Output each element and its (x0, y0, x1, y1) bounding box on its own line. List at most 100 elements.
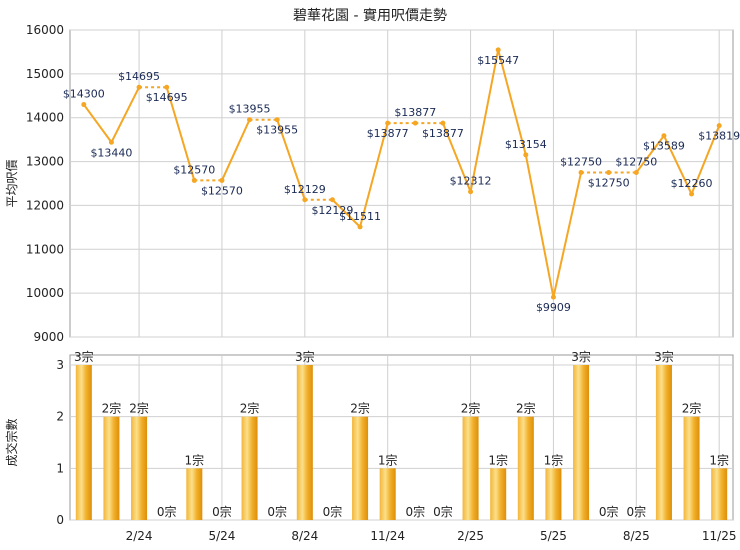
bar-label: 0宗 (267, 504, 287, 519)
y-tick-label: 1 (56, 461, 64, 475)
x-tick-label: 5/24 (208, 529, 235, 543)
data-point (219, 177, 225, 183)
bar-label: 3宗 (571, 349, 591, 364)
data-point (716, 123, 722, 129)
y-tick-label: 0 (56, 513, 64, 527)
line-segment (165, 86, 196, 181)
bar (352, 416, 369, 520)
line-segment (635, 135, 665, 174)
bar (573, 365, 590, 520)
line-segment (331, 199, 361, 228)
data-point (329, 197, 335, 203)
bar-label: 0宗 (157, 504, 177, 519)
bar-label: 2宗 (350, 401, 370, 416)
data-label: $9909 (536, 301, 571, 314)
data-label: $14695 (118, 70, 160, 83)
bar-label: 0宗 (626, 504, 646, 519)
data-label: $11511 (339, 210, 381, 223)
bar (490, 468, 507, 520)
bar-label: 3宗 (654, 349, 674, 364)
chart-title: 碧華花園 - 實用呎價走勢 (293, 7, 447, 24)
bar-label: 2宗 (516, 401, 536, 416)
data-label: $13955 (256, 124, 298, 137)
data-point (274, 117, 280, 123)
data-label: $12312 (450, 175, 492, 188)
data-point (468, 189, 474, 195)
bar-label: 2宗 (240, 401, 260, 416)
data-label: $12750 (560, 156, 602, 169)
x-tick-label: 8/25 (623, 529, 650, 543)
data-label: $13589 (643, 140, 685, 153)
data-point (108, 139, 114, 145)
bar (462, 416, 479, 520)
data-label: $13877 (394, 106, 436, 119)
y-tick-label: 2 (56, 410, 64, 424)
x-tick-label: 5/25 (540, 529, 567, 543)
bar-label: 2宗 (129, 401, 149, 416)
x-tick-label: 2/25 (457, 529, 484, 543)
x-tick-label: 11/24 (370, 529, 405, 543)
plot-area-top (69, 29, 734, 338)
x-tick-label: 8/24 (291, 529, 318, 543)
volume-bar-chart: 0 1 2 3 2/24 5/24 8/24 11/24 2/25 5/25 8/25 11/25 成交… (4, 349, 736, 543)
plot-area-bottom (69, 354, 734, 521)
bar (711, 468, 728, 520)
bar-label: 3宗 (295, 349, 315, 364)
data-label: $13154 (505, 138, 547, 151)
x-tick-label: 2/24 (126, 529, 153, 543)
bar-label: 2宗 (102, 401, 122, 416)
bar (186, 468, 203, 520)
data-label: $12570 (173, 163, 215, 176)
data-point (412, 120, 418, 126)
bar (683, 416, 700, 520)
data-point (191, 177, 197, 183)
data-point (661, 133, 667, 139)
data-label: $13440 (90, 146, 132, 159)
line-segment (359, 122, 389, 228)
data-point (495, 47, 501, 53)
y-axis-title: 平均呎價 (5, 159, 19, 207)
bar (241, 416, 258, 520)
bar-label: 0宗 (433, 504, 453, 519)
bar-label: 2宗 (682, 401, 702, 416)
data-point (633, 170, 639, 176)
data-label: $14695 (146, 91, 188, 104)
line-segment (469, 49, 500, 192)
data-label: $12260 (671, 177, 713, 190)
data-label: $13955 (229, 103, 271, 116)
data-point (136, 84, 142, 90)
data-point (578, 170, 584, 176)
data-point (606, 170, 612, 176)
bar (545, 468, 562, 520)
line-segment (442, 122, 472, 193)
bar-label: 0宗 (323, 504, 343, 519)
line-segment (276, 119, 306, 201)
line-segment (110, 86, 140, 143)
y-tick-label: 14000 (26, 111, 64, 125)
data-label: $13819 (698, 130, 740, 143)
bar-label: 1宗 (488, 452, 508, 467)
data-label: $13877 (367, 127, 409, 140)
data-label: $12129 (284, 183, 326, 196)
bar-label: 3宗 (74, 349, 94, 364)
x-tick-label: 11/25 (702, 529, 737, 543)
data-point (357, 224, 363, 230)
bar (379, 468, 396, 520)
y-tick-label: 15000 (26, 67, 64, 81)
y-tick-label: 12000 (26, 198, 64, 212)
y-axis-title: 成交宗數 (4, 418, 19, 466)
bar (75, 365, 92, 520)
y-tick-label: 16000 (26, 23, 64, 37)
line-segment (663, 135, 693, 195)
data-label: $12129 (311, 204, 353, 217)
bar-label: 0宗 (599, 504, 619, 519)
data-point (689, 191, 695, 197)
line-segment (552, 172, 583, 298)
data-label: $12750 (588, 177, 630, 190)
price-line-chart: 9000 10000 11000 12000 13000 14000 15000 16000 平… (5, 23, 740, 344)
data-point (302, 197, 308, 203)
bar (517, 416, 534, 520)
line-segment (83, 103, 113, 143)
bar (131, 416, 148, 520)
